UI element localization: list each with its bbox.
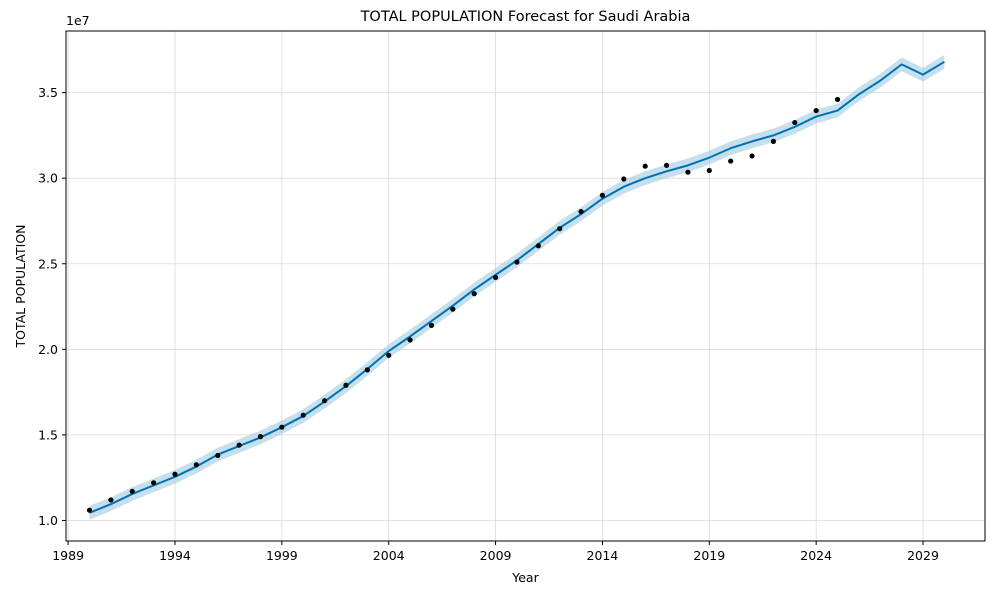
actual-data-point (834, 96, 841, 103)
actual-data-point (322, 398, 328, 404)
actual-data-point (792, 119, 798, 126)
actual-data-point (193, 462, 199, 468)
y-tick-label: 3.5 (38, 85, 58, 100)
actual-data-point (386, 352, 392, 358)
actual-data-point (599, 192, 606, 198)
actual-data-point (514, 259, 520, 265)
actual-data-point (172, 471, 178, 477)
actual-data-point (706, 167, 712, 174)
y-tick-label: 3.0 (38, 171, 58, 186)
x-tick-label: 2009 (480, 548, 512, 563)
y-axis-scale-exponent: 1e7 (66, 13, 90, 28)
actual-data-point (578, 208, 584, 215)
actual-data-point (663, 162, 670, 168)
actual-data-point (450, 306, 456, 312)
actual-data-point (492, 274, 499, 281)
actual-data-point (236, 442, 242, 448)
x-tick-label: 2019 (693, 548, 725, 563)
axis-ticks: 1989 1994 1999 2004 2009 2014 2019 2024 2029 1.0 1… (38, 85, 939, 563)
actual-data-point (728, 158, 734, 164)
x-axis-label: Year (511, 570, 539, 585)
chart-title: TOTAL POPULATION Forecast for Saudi Arab… (360, 9, 691, 25)
actual-data-point (749, 153, 755, 159)
x-tick-label: 1994 (159, 548, 191, 563)
y-tick-label: 2.5 (38, 256, 58, 271)
actual-data-point (86, 507, 93, 513)
actual-data-point (108, 497, 114, 503)
x-tick-label: 1989 (52, 548, 84, 563)
x-tick-label: 2024 (800, 548, 832, 563)
actual-data-point (535, 243, 541, 249)
actual-data-point (257, 434, 264, 440)
plot-frame (65, 30, 986, 542)
y-axis-label: TOTAL POPULATION (13, 224, 28, 348)
x-tick-label: 2029 (907, 548, 939, 563)
actual-data-point (685, 169, 691, 175)
grid (66, 31, 985, 541)
actual-points-layer (86, 96, 841, 513)
actual-data-point (129, 488, 135, 494)
actual-data-point (557, 226, 563, 232)
actual-data-point (151, 480, 157, 486)
actual-data-point (428, 322, 435, 328)
x-tick-label: 2004 (373, 548, 405, 563)
y-tick-label: 1.0 (38, 513, 58, 528)
y-tick-label: 2.0 (38, 342, 58, 357)
actual-data-point (770, 138, 777, 144)
actual-data-point (471, 291, 477, 297)
actual-data-point (300, 412, 306, 418)
actual-data-point (215, 452, 221, 459)
actual-data-point (343, 382, 349, 388)
actual-data-point (407, 337, 413, 343)
x-tick-label: 1999 (266, 548, 298, 563)
actual-data-point (279, 424, 285, 430)
y-tick-label: 1.5 (38, 427, 58, 442)
actual-data-point (813, 107, 819, 114)
actual-data-point (364, 367, 370, 373)
actual-data-point (621, 176, 627, 182)
actual-data-point (642, 163, 648, 169)
x-tick-label: 2014 (587, 548, 619, 563)
